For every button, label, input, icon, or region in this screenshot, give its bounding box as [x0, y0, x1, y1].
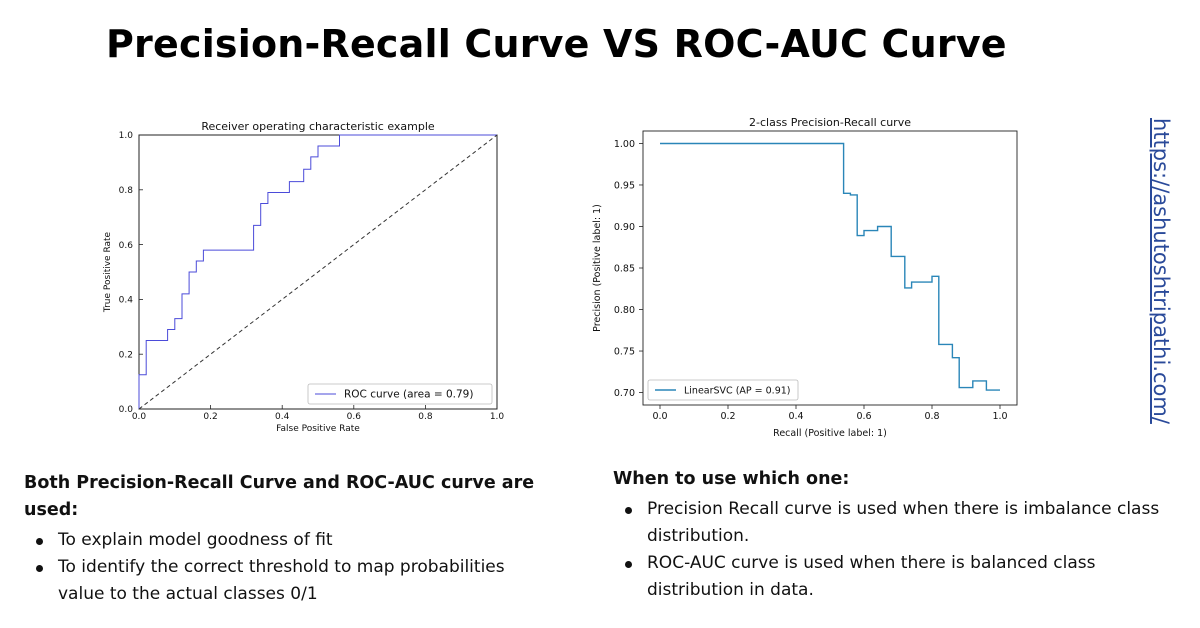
series-line	[138, 134, 497, 409]
list-item-text: Precision Recall curve is used when ther…	[647, 499, 1160, 546]
bullet-icon	[36, 565, 43, 572]
bullet-icon	[625, 507, 632, 514]
x-tick-label: 0.8	[418, 412, 433, 422]
y-tick-label: 0.95	[614, 180, 635, 191]
bullet-icon	[625, 561, 632, 568]
y-tick-label: 0.4	[119, 296, 134, 306]
y-axis-label: True Positive Rate	[103, 231, 113, 313]
list-item-text: To explain model goodness of fit	[58, 530, 333, 550]
website-link-container: https://ashutoshtripathi.com/	[1143, 118, 1179, 438]
pr-chart: 2-class Precision-Recall curve 0.0 0.2 0.4 0…	[590, 108, 1030, 448]
list-item: To explain model goodness of fit	[24, 527, 554, 554]
x-tick-label: 0.0	[652, 411, 667, 422]
series-line	[660, 142, 1000, 391]
when-to-use-block: When to use which one: Precision Recall …	[613, 466, 1193, 604]
usage-list: To explain model goodness of fit To iden…	[24, 527, 554, 608]
roc-chart: Receiver operating characteristic exampl…	[95, 108, 515, 440]
list-item-text: To identify the correct threshold to map…	[58, 557, 505, 604]
y-tick-label: 0.90	[614, 222, 635, 233]
list-item-text: ROC-AUC curve is used when there is bala…	[647, 553, 1096, 600]
website-link[interactable]: https://ashutoshtripathi.com/	[1149, 118, 1173, 424]
when-to-use-list: Precision Recall curve is used when ther…	[613, 496, 1193, 604]
x-tick-label: 0.2	[203, 412, 217, 422]
list-item: Precision Recall curve is used when ther…	[613, 496, 1193, 550]
x-tick-label: 0.0	[132, 412, 147, 422]
chance-diagonal-line	[138, 134, 498, 410]
x-tick-label: 1.0	[490, 412, 505, 422]
y-tick-label: 1.0	[119, 131, 134, 141]
plot-frame	[642, 130, 1018, 406]
chart-title: 2-class Precision-Recall curve	[749, 116, 911, 129]
y-tick-label: 0.6	[119, 241, 134, 251]
x-axis-label: Recall (Positive label: 1)	[773, 428, 887, 439]
legend-box	[307, 383, 493, 405]
roc-chart-svg: Receiver operating characteristic exampl…	[103, 120, 505, 434]
legend-box	[647, 379, 799, 401]
y-tick-label: 0.0	[119, 405, 134, 415]
x-tick-label: 0.2	[720, 411, 735, 422]
x-tick-label: 0.6	[347, 412, 362, 422]
legend-label: LinearSVC (AP = 0.91)	[684, 385, 791, 396]
y-tick-label: 0.70	[614, 388, 635, 399]
usage-block: Both Precision-Recall Curve and ROC-AUC …	[24, 470, 554, 608]
x-tick-label: 0.4	[275, 412, 290, 422]
x-tick-label: 0.6	[856, 411, 871, 422]
pr-chart-svg: 2-class Precision-Recall curve 0.0 0.2 0.4 0…	[592, 116, 1018, 439]
y-tick-label: 0.8	[119, 186, 134, 196]
chart-title: Receiver operating characteristic exampl…	[201, 120, 435, 133]
x-axis-label: False Positive Rate	[276, 424, 360, 434]
page-title: Precision-Recall Curve VS ROC-AUC Curve	[106, 22, 1007, 66]
plot-frame	[138, 134, 498, 410]
y-axis-label: Precision (Positive label: 1)	[592, 204, 603, 332]
bullet-icon	[36, 538, 43, 545]
x-tick-label: 0.4	[788, 411, 803, 422]
y-tick-label: 0.85	[614, 263, 635, 274]
y-tick-label: 0.2	[119, 350, 133, 360]
y-tick-label: 1.00	[614, 139, 635, 150]
when-to-use-heading: When to use which one:	[613, 469, 850, 489]
x-tick-label: 1.0	[992, 411, 1007, 422]
list-item: To identify the correct threshold to map…	[24, 554, 554, 608]
list-item: ROC-AUC curve is used when there is bala…	[613, 550, 1193, 604]
y-tick-label: 0.75	[614, 346, 635, 357]
y-tick-label: 0.80	[614, 305, 635, 316]
legend-label: ROC curve (area = 0.79)	[344, 389, 473, 401]
x-tick-label: 0.8	[924, 411, 939, 422]
usage-heading: Both Precision-Recall Curve and ROC-AUC …	[24, 473, 535, 520]
